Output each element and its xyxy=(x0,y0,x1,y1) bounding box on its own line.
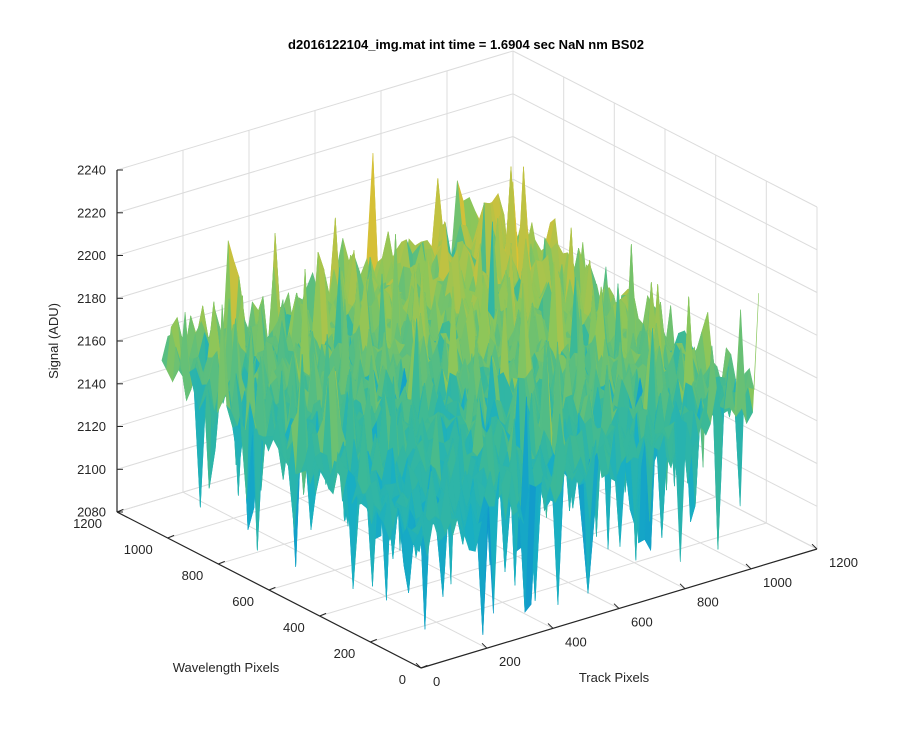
y-tick-mark xyxy=(319,612,327,617)
y-tick-mark xyxy=(167,534,175,539)
side-wall-gridline xyxy=(512,178,818,336)
z-tick-label: 2200 xyxy=(77,248,106,263)
z-tick-label: 2080 xyxy=(77,505,106,520)
x-tick-label: 1000 xyxy=(763,575,792,590)
y-axis-label: Wavelength Pixels xyxy=(173,660,280,675)
x-tick-mark xyxy=(481,642,488,649)
y-tick-label: 400 xyxy=(283,620,305,635)
z-tick-label: 2240 xyxy=(77,163,106,178)
back-wall-gridline xyxy=(116,93,514,214)
x-tick-label: 600 xyxy=(631,615,653,630)
z-axis-label: Signal (ADU) xyxy=(46,303,61,379)
chart-title: d2016122104_img.mat int time = 1.6904 se… xyxy=(288,37,644,52)
x-tick-label: 200 xyxy=(499,654,521,669)
z-tick-label: 2180 xyxy=(77,291,106,306)
y-tick-label: 800 xyxy=(182,568,204,583)
y-tick-mark xyxy=(420,664,428,669)
x-tick-mark xyxy=(679,583,686,590)
x-tick-label: 400 xyxy=(565,634,587,649)
surface-facet xyxy=(416,511,428,557)
x-tick-mark xyxy=(415,662,422,669)
y-tick-label: 1200 xyxy=(73,516,102,531)
z-tick-label: 2120 xyxy=(77,419,106,434)
z-tick-label: 2160 xyxy=(77,334,106,349)
x-tick-mark xyxy=(613,603,620,609)
x-tick-label: 1200 xyxy=(829,555,858,570)
tick-labels: 0 200 400 600 800 1000 1200 0 200 400 600 800 1000 12… xyxy=(73,163,858,690)
side-wall-gridline xyxy=(512,136,818,293)
x-tick-mark xyxy=(547,623,554,629)
x-tick-label: 800 xyxy=(697,595,719,610)
x-tick-mark xyxy=(811,543,818,550)
side-wall-gridline xyxy=(512,50,818,208)
y-tick-label: 600 xyxy=(232,594,254,609)
y-tick-mark xyxy=(218,560,225,565)
back-wall-gridline xyxy=(116,50,514,171)
y-tick-mark xyxy=(370,638,377,643)
x-tick-mark xyxy=(745,563,752,570)
y-tick-label: 200 xyxy=(334,646,356,661)
side-wall-gridline xyxy=(512,221,818,379)
x-axis-label: Track Pixels xyxy=(579,670,650,685)
y-tick-label: 0 xyxy=(399,672,406,687)
z-tick-label: 2220 xyxy=(77,205,106,220)
z-tick-label: 2140 xyxy=(77,376,106,391)
back-wall-gridline xyxy=(116,136,514,256)
surface-mesh xyxy=(161,153,759,635)
y-tick-mark xyxy=(268,586,276,591)
y-tick-label: 1000 xyxy=(124,542,153,557)
side-wall-gridline xyxy=(512,93,818,251)
floor-gridline xyxy=(370,522,767,643)
x-tick-label: 0 xyxy=(433,674,440,689)
back-wall-gridline xyxy=(116,178,514,299)
z-tick-label: 2100 xyxy=(77,462,106,477)
